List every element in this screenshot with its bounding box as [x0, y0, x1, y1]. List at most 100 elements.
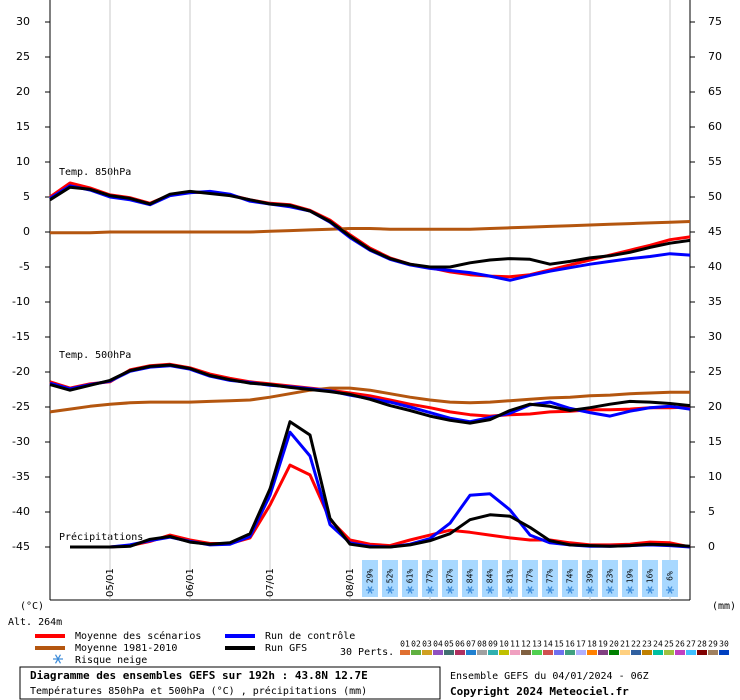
snow-risk-box [622, 560, 638, 597]
snowflake-icon [487, 586, 493, 594]
member-number: 30 [719, 640, 729, 649]
member-swatch [411, 650, 421, 655]
member-number: 01 [400, 640, 410, 649]
y-tick-label: 10 [16, 155, 30, 168]
y-tick-label: 30 [16, 15, 30, 28]
snowflake-icon [647, 586, 653, 594]
x-tick-label: 07/01 [265, 568, 276, 597]
member-swatch [587, 650, 597, 655]
member-number: 06 [455, 640, 465, 649]
series-line [50, 220, 691, 235]
member-swatch [532, 650, 542, 655]
member-swatch [433, 650, 443, 655]
y2-tick-label: 35 [708, 295, 722, 308]
member-swatch [675, 650, 685, 655]
member-swatch [422, 650, 432, 655]
snow-risk-label: 87% [446, 569, 455, 584]
member-swatch [576, 650, 586, 655]
member-swatch [631, 650, 641, 655]
member-number: 02 [411, 640, 421, 649]
snow-risk-box [382, 560, 398, 597]
member-swatch [444, 650, 454, 655]
snow-risk-box [602, 560, 618, 597]
y2-tick-label: 75 [708, 15, 722, 28]
member-swatch [499, 650, 509, 655]
x-tick-label: 05/01 [105, 568, 116, 597]
member-number: 20 [609, 640, 619, 649]
snowflake-icon [467, 586, 473, 594]
snow-risk-label: 16% [646, 569, 655, 584]
member-swatch [642, 650, 652, 655]
y-tick-label: -45 [12, 540, 30, 553]
member-number: 25 [664, 640, 674, 649]
y-tick-label: -15 [12, 330, 30, 343]
members-label: 30 Perts. [340, 647, 394, 658]
footer-title: Diagramme des ensembles GEFS sur 192h : … [30, 669, 368, 682]
y2-axis-label: (mm) [712, 601, 736, 612]
y2-tick-label: 55 [708, 155, 722, 168]
snow-risk-box [542, 560, 558, 597]
y2-tick-label: 50 [708, 190, 722, 203]
member-swatch [686, 650, 696, 655]
snowflake-icon [587, 586, 593, 594]
snow-risk-box [662, 560, 678, 597]
snowflake-icon [627, 586, 633, 594]
y-tick-label: -20 [12, 365, 30, 378]
y2-tick-label: 45 [708, 225, 722, 238]
legend-label: Moyenne 1981-2010 [75, 643, 177, 654]
y2-tick-label: 30 [708, 330, 722, 343]
snow-risk-box [522, 560, 538, 597]
y2-tick-label: 10 [708, 470, 722, 483]
member-swatch [697, 650, 707, 655]
snow-risk-label: 81% [506, 569, 515, 584]
y-tick-label: -10 [12, 295, 30, 308]
snowflake-icon [427, 586, 433, 594]
member-number: 12 [521, 640, 531, 649]
snow-risk-label: 23% [606, 569, 615, 584]
member-number: 07 [466, 640, 476, 649]
y2-tick-label: 40 [708, 260, 722, 273]
y-tick-label: -35 [12, 470, 30, 483]
member-swatch [554, 650, 564, 655]
snowflake-icon [527, 586, 533, 594]
member-number: 18 [587, 640, 597, 649]
member-swatch [609, 650, 619, 655]
snow-risk-box [422, 560, 438, 597]
snow-risk-box [402, 560, 418, 597]
member-number: 13 [532, 640, 542, 649]
snow-risk-label: 39% [586, 569, 595, 584]
y-tick-label: -5 [19, 260, 30, 273]
series-line [49, 363, 691, 425]
altitude: Alt. 264m [8, 617, 62, 628]
member-number: 22 [631, 640, 641, 649]
member-swatch [620, 650, 630, 655]
snow-risk-label: 52% [386, 569, 395, 584]
member-swatch [510, 650, 520, 655]
snow-risk-box [482, 560, 498, 597]
y2-tick-label: 70 [708, 50, 722, 63]
y2-tick-label: 20 [708, 400, 722, 413]
member-swatch [400, 650, 410, 655]
y2-tick-label: 25 [708, 365, 722, 378]
y-tick-label: -25 [12, 400, 30, 413]
x-tick-label: 08/01 [345, 568, 356, 597]
member-number: 16 [565, 640, 575, 649]
snowflake-icon [447, 586, 453, 594]
y2-tick-label: 0 [708, 540, 715, 553]
footer-subtitle: Températures 850hPa et 500hPa (°C) , pré… [30, 685, 367, 697]
member-number: 11 [510, 640, 520, 649]
y-tick-label: 5 [23, 190, 30, 203]
member-number: 08 [477, 640, 487, 649]
member-number: 21 [620, 640, 630, 649]
y-tick-label: 25 [16, 50, 30, 63]
member-number: 23 [642, 640, 652, 649]
member-swatch [664, 650, 674, 655]
y2-tick-label: 60 [708, 120, 722, 133]
snow-risk-label: 84% [486, 569, 495, 584]
series-line [70, 420, 691, 549]
legend-label: Run de contrôle [265, 630, 355, 642]
snowflake-icon [567, 586, 573, 594]
footer-box [19, 666, 441, 700]
snowflake-icon [607, 586, 613, 594]
member-number: 09 [488, 640, 498, 649]
